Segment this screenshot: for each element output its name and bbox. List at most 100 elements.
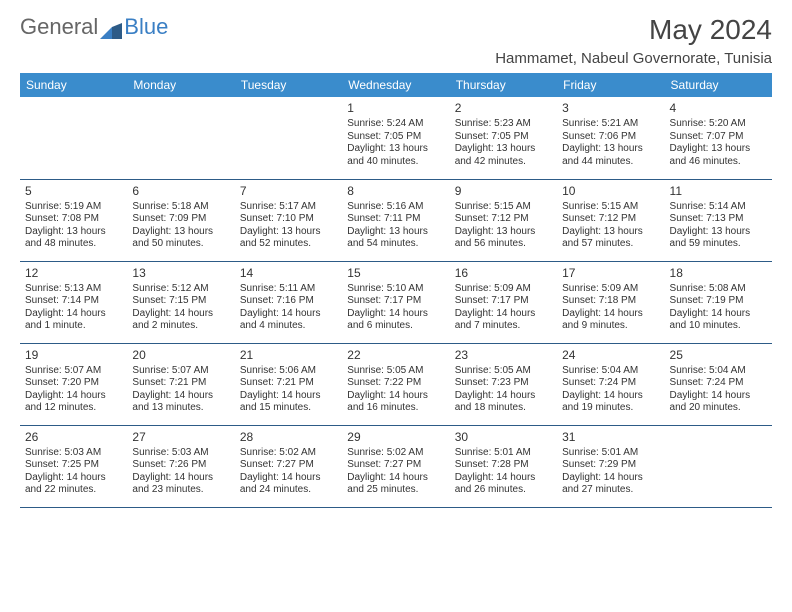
sunrise-line: Sunrise: 5:06 AM: [240, 365, 337, 378]
calendar-cell: 15Sunrise: 5:10 AMSunset: 7:17 PMDayligh…: [342, 261, 449, 343]
sunrise-line: Sunrise: 5:03 AM: [25, 447, 122, 460]
sunrise-line: Sunrise: 5:10 AM: [347, 283, 444, 296]
sunrise-line: Sunrise: 5:03 AM: [132, 447, 229, 460]
sunset-line: Sunset: 7:21 PM: [132, 377, 229, 390]
sunset-line: Sunset: 7:23 PM: [455, 377, 552, 390]
calendar-cell: [20, 97, 127, 179]
day-number: 8: [347, 184, 444, 199]
calendar-cell: 12Sunrise: 5:13 AMSunset: 7:14 PMDayligh…: [20, 261, 127, 343]
daylight-line: and 16 minutes.: [347, 402, 444, 415]
sunrise-line: Sunrise: 5:11 AM: [240, 283, 337, 296]
col-monday: Monday: [127, 73, 234, 97]
day-number: 1: [347, 101, 444, 116]
calendar-cell: 23Sunrise: 5:05 AMSunset: 7:23 PMDayligh…: [450, 343, 557, 425]
day-number: 4: [670, 101, 767, 116]
sunset-line: Sunset: 7:27 PM: [240, 459, 337, 472]
sunset-line: Sunset: 7:15 PM: [132, 295, 229, 308]
sunrise-line: Sunrise: 5:20 AM: [670, 118, 767, 131]
sunset-line: Sunset: 7:22 PM: [347, 377, 444, 390]
daylight-line: Daylight: 14 hours: [25, 308, 122, 321]
daylight-line: and 59 minutes.: [670, 238, 767, 251]
sunset-line: Sunset: 7:18 PM: [562, 295, 659, 308]
daylight-line: and 25 minutes.: [347, 484, 444, 497]
daylight-line: Daylight: 14 hours: [347, 308, 444, 321]
calendar-header-row: Sunday Monday Tuesday Wednesday Thursday…: [20, 73, 772, 97]
calendar-cell: 1Sunrise: 5:24 AMSunset: 7:05 PMDaylight…: [342, 97, 449, 179]
daylight-line: and 26 minutes.: [455, 484, 552, 497]
sunrise-line: Sunrise: 5:18 AM: [132, 201, 229, 214]
sunset-line: Sunset: 7:05 PM: [455, 131, 552, 144]
calendar-cell: 19Sunrise: 5:07 AMSunset: 7:20 PMDayligh…: [20, 343, 127, 425]
daylight-line: Daylight: 14 hours: [562, 390, 659, 403]
daylight-line: and 15 minutes.: [240, 402, 337, 415]
sunset-line: Sunset: 7:12 PM: [455, 213, 552, 226]
calendar-cell: 2Sunrise: 5:23 AMSunset: 7:05 PMDaylight…: [450, 97, 557, 179]
daylight-line: Daylight: 14 hours: [455, 472, 552, 485]
col-wednesday: Wednesday: [342, 73, 449, 97]
sunset-line: Sunset: 7:08 PM: [25, 213, 122, 226]
calendar-body: 1Sunrise: 5:24 AMSunset: 7:05 PMDaylight…: [20, 97, 772, 507]
daylight-line: and 42 minutes.: [455, 156, 552, 169]
sunrise-line: Sunrise: 5:19 AM: [25, 201, 122, 214]
calendar-cell: 3Sunrise: 5:21 AMSunset: 7:06 PMDaylight…: [557, 97, 664, 179]
sunset-line: Sunset: 7:13 PM: [670, 213, 767, 226]
sunrise-line: Sunrise: 5:09 AM: [455, 283, 552, 296]
logo: General Blue: [20, 14, 168, 40]
daylight-line: Daylight: 13 hours: [347, 143, 444, 156]
daylight-line: Daylight: 14 hours: [132, 472, 229, 485]
daylight-line: and 10 minutes.: [670, 320, 767, 333]
sunset-line: Sunset: 7:05 PM: [347, 131, 444, 144]
sunset-line: Sunset: 7:25 PM: [25, 459, 122, 472]
calendar-cell: 17Sunrise: 5:09 AMSunset: 7:18 PMDayligh…: [557, 261, 664, 343]
daylight-line: and 2 minutes.: [132, 320, 229, 333]
sunset-line: Sunset: 7:21 PM: [240, 377, 337, 390]
calendar-cell: 30Sunrise: 5:01 AMSunset: 7:28 PMDayligh…: [450, 425, 557, 507]
logo-text-blue: Blue: [124, 14, 168, 40]
daylight-line: Daylight: 14 hours: [25, 390, 122, 403]
day-number: 9: [455, 184, 552, 199]
calendar-cell: 21Sunrise: 5:06 AMSunset: 7:21 PMDayligh…: [235, 343, 342, 425]
calendar-cell: 8Sunrise: 5:16 AMSunset: 7:11 PMDaylight…: [342, 179, 449, 261]
sunset-line: Sunset: 7:17 PM: [347, 295, 444, 308]
daylight-line: and 48 minutes.: [25, 238, 122, 251]
daylight-line: and 52 minutes.: [240, 238, 337, 251]
calendar-cell: 20Sunrise: 5:07 AMSunset: 7:21 PMDayligh…: [127, 343, 234, 425]
daylight-line: Daylight: 14 hours: [240, 308, 337, 321]
col-friday: Friday: [557, 73, 664, 97]
sunrise-line: Sunrise: 5:23 AM: [455, 118, 552, 131]
day-number: 16: [455, 266, 552, 281]
day-number: 30: [455, 430, 552, 445]
day-number: 5: [25, 184, 122, 199]
daylight-line: Daylight: 13 hours: [562, 143, 659, 156]
calendar-page: General Blue May 2024 Hammamet, Nabeul G…: [0, 0, 792, 518]
day-number: 26: [25, 430, 122, 445]
daylight-line: Daylight: 14 hours: [562, 472, 659, 485]
calendar-cell: [235, 97, 342, 179]
daylight-line: and 40 minutes.: [347, 156, 444, 169]
daylight-line: Daylight: 14 hours: [347, 390, 444, 403]
day-number: 17: [562, 266, 659, 281]
daylight-line: Daylight: 14 hours: [562, 308, 659, 321]
calendar-week: 26Sunrise: 5:03 AMSunset: 7:25 PMDayligh…: [20, 425, 772, 507]
calendar-cell: 22Sunrise: 5:05 AMSunset: 7:22 PMDayligh…: [342, 343, 449, 425]
calendar-cell: 24Sunrise: 5:04 AMSunset: 7:24 PMDayligh…: [557, 343, 664, 425]
calendar-cell: 27Sunrise: 5:03 AMSunset: 7:26 PMDayligh…: [127, 425, 234, 507]
sunset-line: Sunset: 7:26 PM: [132, 459, 229, 472]
calendar-week: 5Sunrise: 5:19 AMSunset: 7:08 PMDaylight…: [20, 179, 772, 261]
calendar-cell: 25Sunrise: 5:04 AMSunset: 7:24 PMDayligh…: [665, 343, 772, 425]
logo-text-general: General: [20, 14, 98, 40]
daylight-line: Daylight: 14 hours: [240, 472, 337, 485]
sunrise-line: Sunrise: 5:14 AM: [670, 201, 767, 214]
calendar-cell: 10Sunrise: 5:15 AMSunset: 7:12 PMDayligh…: [557, 179, 664, 261]
calendar-week: 19Sunrise: 5:07 AMSunset: 7:20 PMDayligh…: [20, 343, 772, 425]
calendar-table: Sunday Monday Tuesday Wednesday Thursday…: [20, 73, 772, 508]
day-number: 18: [670, 266, 767, 281]
day-number: 14: [240, 266, 337, 281]
sunset-line: Sunset: 7:20 PM: [25, 377, 122, 390]
daylight-line: Daylight: 14 hours: [240, 390, 337, 403]
sunrise-line: Sunrise: 5:12 AM: [132, 283, 229, 296]
daylight-line: and 46 minutes.: [670, 156, 767, 169]
calendar-cell: 14Sunrise: 5:11 AMSunset: 7:16 PMDayligh…: [235, 261, 342, 343]
col-tuesday: Tuesday: [235, 73, 342, 97]
daylight-line: and 4 minutes.: [240, 320, 337, 333]
